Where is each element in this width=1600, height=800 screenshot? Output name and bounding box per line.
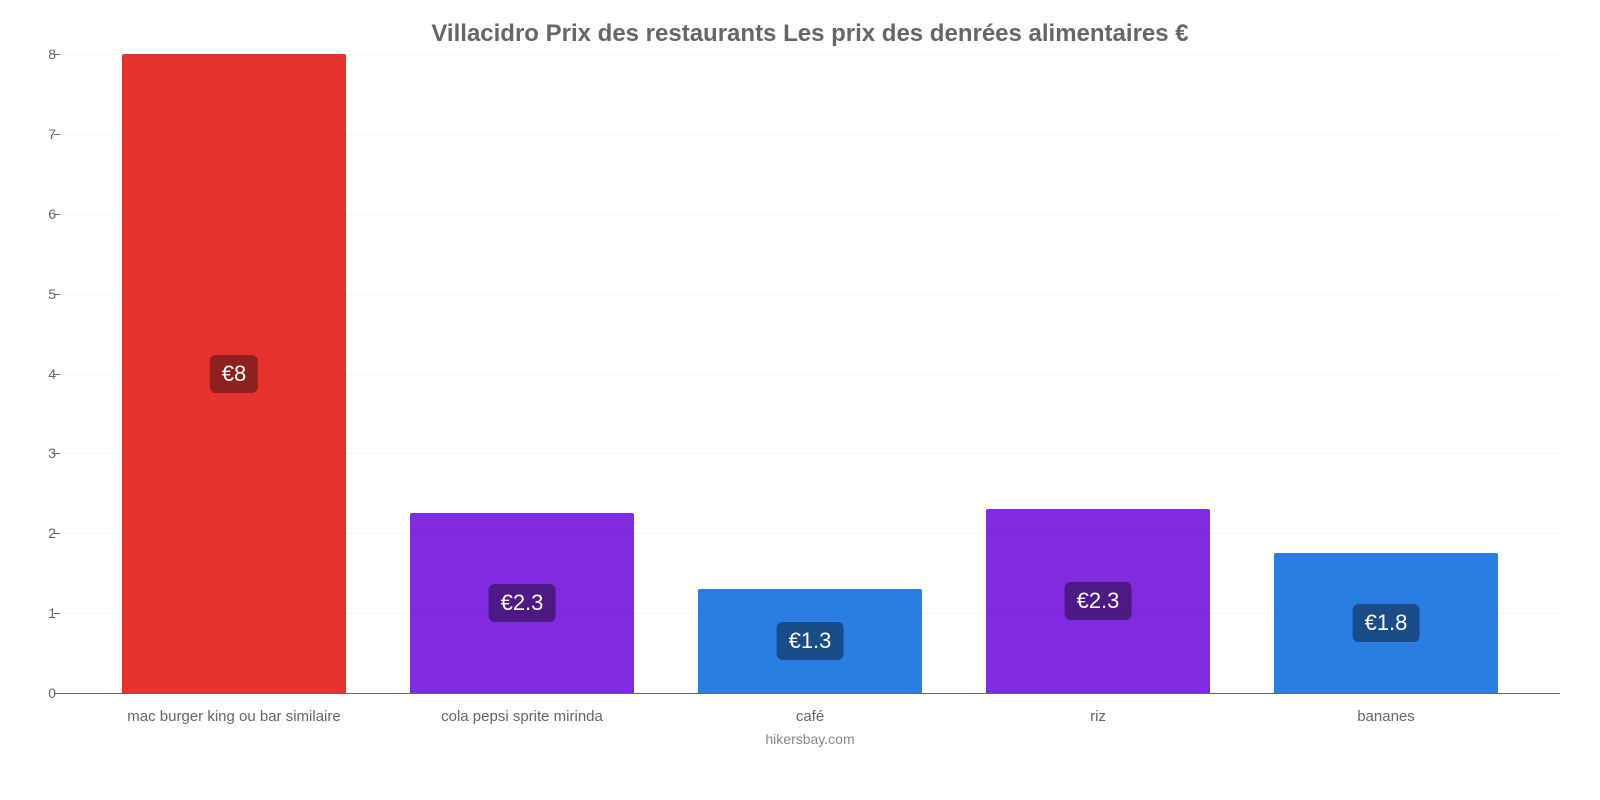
y-tick-label: 3 <box>32 445 56 461</box>
y-tick-label: 6 <box>32 206 56 222</box>
y-tick-label: 0 <box>32 685 56 701</box>
y-tick-label: 1 <box>32 605 56 621</box>
grid-line <box>60 134 1560 135</box>
chart-title: Villacidro Prix des restaurants Les prix… <box>60 20 1560 48</box>
y-tick-label: 8 <box>32 46 56 62</box>
x-axis-label: café <box>666 708 954 725</box>
price-chart: Villacidro Prix des restaurants Les prix… <box>0 0 1600 800</box>
bar: €1.8 <box>1274 553 1499 693</box>
grid-line <box>60 214 1560 215</box>
x-axis-label: mac burger king ou bar similaire <box>90 708 378 725</box>
grid-line <box>60 374 1560 375</box>
grid-line <box>60 533 1560 534</box>
value-badge: €2.3 <box>1065 582 1132 620</box>
bar: €1.3 <box>698 589 923 693</box>
value-badge: €1.8 <box>1353 604 1420 642</box>
y-tick-label: 5 <box>32 286 56 302</box>
bar: €2.3 <box>986 509 1211 693</box>
y-tick-label: 2 <box>32 525 56 541</box>
x-axis-label: cola pepsi sprite mirinda <box>378 708 666 725</box>
grid-line <box>60 54 1560 55</box>
grid-line <box>60 613 1560 614</box>
credit-text: hikersbay.com <box>60 731 1560 747</box>
y-tick-label: 4 <box>32 366 56 382</box>
x-axis-labels: mac burger king ou bar similairecola pep… <box>60 694 1560 725</box>
plot-area: €8€2.3€1.3€2.3€1.8 012345678 <box>60 54 1560 694</box>
x-axis-label: riz <box>954 708 1242 725</box>
y-tick-label: 7 <box>32 126 56 142</box>
bar: €2.3 <box>410 513 635 693</box>
grid-line <box>60 453 1560 454</box>
value-badge: €2.3 <box>489 584 556 622</box>
grid-line <box>60 294 1560 295</box>
value-badge: €1.3 <box>777 622 844 660</box>
x-axis-label: bananes <box>1242 708 1530 725</box>
